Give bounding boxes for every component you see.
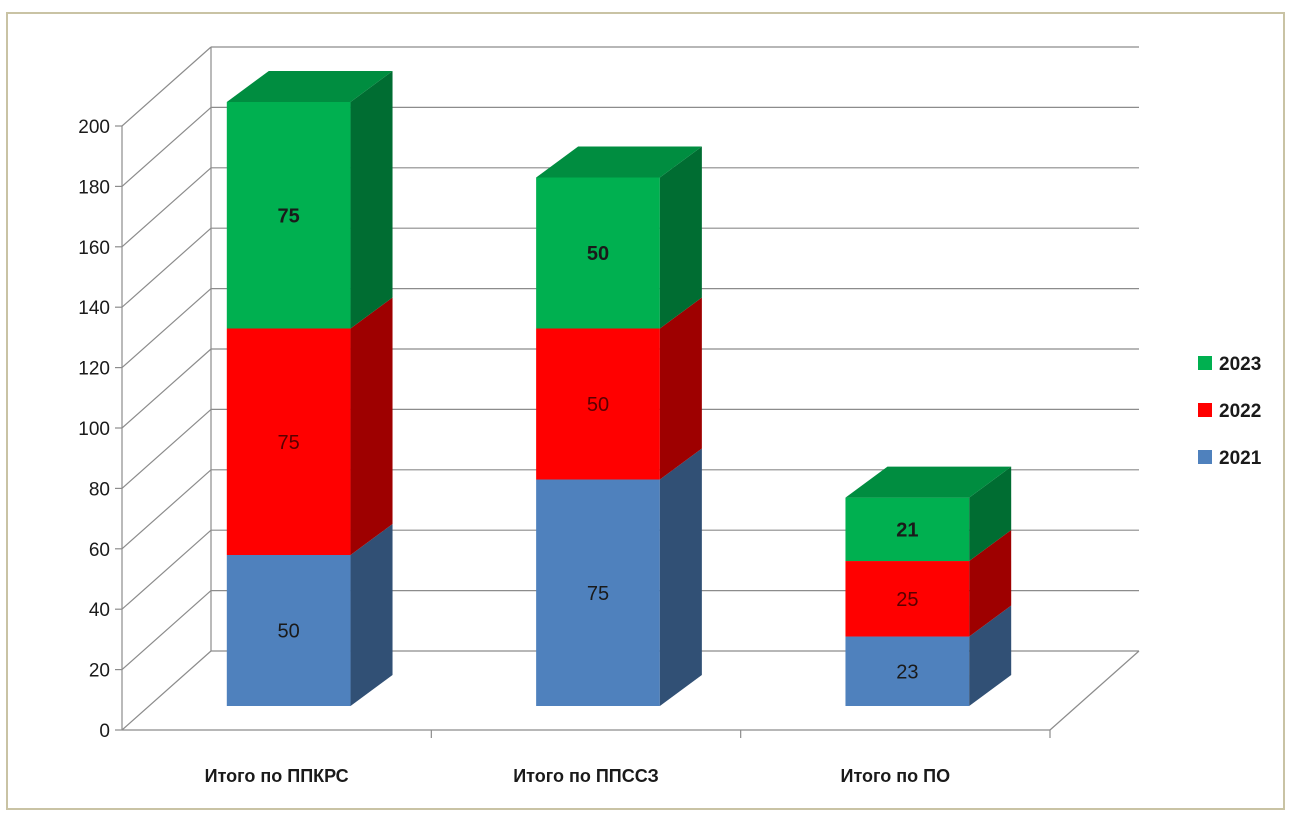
side-wall-gridline [121, 227, 212, 308]
category-label: Итого по ПО [841, 766, 951, 786]
bar-front-face [536, 328, 660, 480]
bar-side-face [659, 448, 702, 706]
bar-side-face [659, 297, 702, 480]
bar-segment-2021 [845, 605, 1012, 706]
side-wall-gridline [121, 106, 212, 187]
y-tick-label: 100 [78, 419, 110, 440]
side-wall-gridline [121, 408, 212, 489]
legend-swatch-2021 [1198, 450, 1212, 464]
data-label: 21 [896, 519, 918, 541]
bar-top-face [536, 146, 702, 178]
y-tick-label: 60 [89, 540, 110, 561]
legend-swatch-2023 [1198, 356, 1212, 370]
bar-segment-2023 [536, 146, 702, 329]
bar-top-face [226, 71, 393, 102]
data-label: 75 [278, 205, 300, 227]
side-wall-gridline [121, 288, 212, 369]
data-label: 23 [896, 661, 918, 683]
bar-side-face [350, 71, 393, 329]
bar-side-face [350, 524, 393, 706]
bar-segment-2022 [845, 530, 1012, 637]
y-tick-label: 120 [78, 359, 110, 380]
data-label: 75 [587, 583, 609, 605]
bar-front-face [845, 561, 970, 637]
data-label: 50 [587, 394, 609, 416]
side-wall-gridline [121, 167, 212, 248]
bar-front-face [226, 555, 351, 706]
bar-front-face [845, 497, 970, 562]
bar-side-face [659, 146, 702, 329]
bar-front-face [226, 328, 351, 555]
bar-segment-2022 [536, 297, 702, 480]
bar-side-face [350, 297, 393, 555]
y-tick-label: 20 [89, 661, 110, 682]
bar-side-face [969, 605, 1012, 706]
side-wall-gridline [121, 590, 212, 671]
bar-front-face [536, 479, 660, 706]
y-tick-label: 160 [78, 238, 110, 259]
side-wall-gridline [121, 348, 212, 429]
bar-segment-2023 [226, 71, 393, 329]
legend-label-2022: 2022 [1219, 401, 1261, 422]
floor-right-edge [1049, 650, 1140, 731]
bar-segment-2023 [845, 466, 1012, 562]
y-tick-label: 140 [78, 298, 110, 319]
category-label: Итого по ППССЗ [513, 766, 659, 786]
legend-label-2023: 2023 [1219, 354, 1261, 375]
y-tick-label: 40 [89, 600, 110, 621]
bar-segment-2021 [226, 524, 393, 706]
side-wall-gridline [121, 46, 212, 127]
data-label: 25 [896, 589, 918, 611]
y-tick-label: 80 [89, 479, 110, 500]
data-label: 50 [587, 243, 609, 265]
bar-segment-2022 [226, 297, 393, 555]
y-tick-label: 200 [78, 117, 110, 138]
bar-side-face [969, 466, 1012, 562]
data-label: 75 [278, 432, 300, 454]
side-wall-gridline [121, 529, 212, 610]
side-wall-gridline [121, 650, 212, 731]
y-tick-label: 180 [78, 177, 110, 198]
side-wall-gridline [121, 469, 212, 550]
data-label: 50 [278, 621, 300, 643]
bar-front-face [845, 636, 970, 706]
legend-label-2021: 2021 [1219, 448, 1262, 469]
bar-front-face [226, 102, 351, 329]
bar-side-face [969, 530, 1012, 637]
bar-segment-2021 [536, 448, 702, 706]
y-tick-label: 0 [99, 721, 110, 742]
category-label: Итого по ППКРС [205, 766, 349, 786]
bar-front-face [536, 177, 660, 329]
legend-swatch-2022 [1198, 403, 1212, 417]
bar-top-face [845, 466, 1012, 498]
